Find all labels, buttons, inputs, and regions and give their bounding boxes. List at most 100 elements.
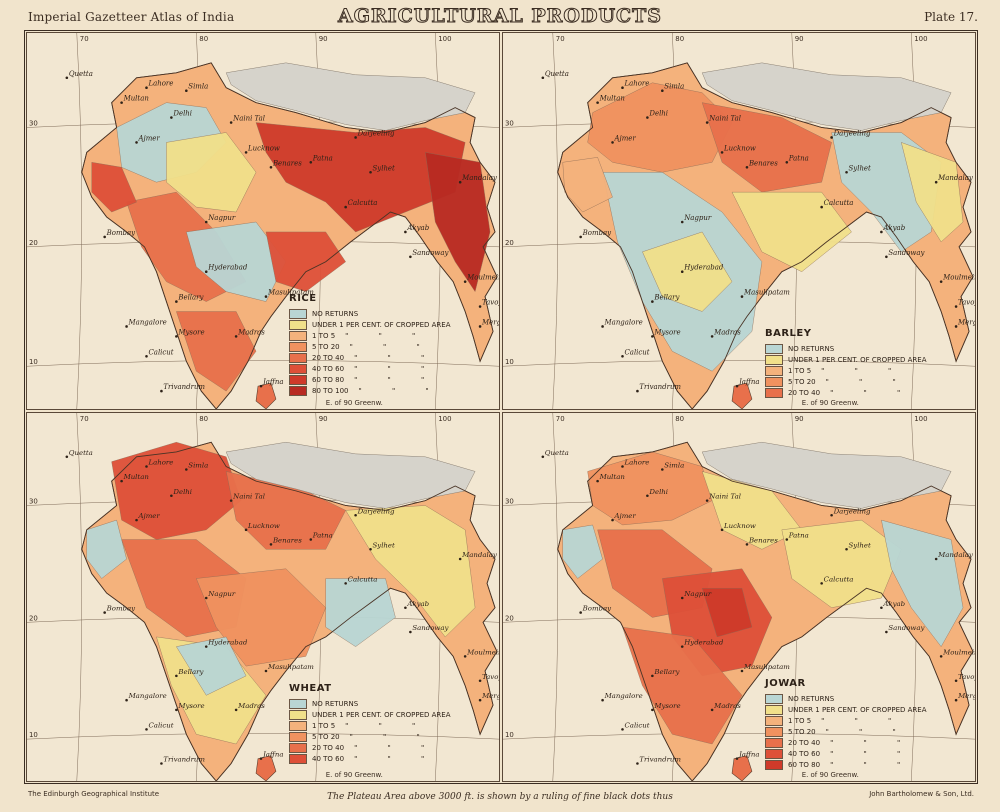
city-marker (651, 708, 654, 712)
legend-swatch (289, 731, 307, 742)
ditto-marks: " " " (830, 749, 915, 758)
place-label-bellary: Bellary (653, 668, 679, 676)
place-label-sandoway: Sandoway (412, 249, 448, 257)
legend-label: 1 TO 5 (312, 721, 336, 730)
place-label-akyab: Akyab (882, 600, 905, 608)
crop-region (587, 82, 733, 173)
legend-row: 20 TO 40 " " " (765, 387, 926, 398)
place-label-moulmein: Moulmein (942, 274, 975, 282)
ditto-marks: " " " (345, 721, 430, 730)
legend-row: 5 TO 20 " " " (289, 341, 450, 352)
city-marker (785, 161, 789, 164)
city-marker (785, 538, 789, 541)
place-label-mandalay: Mandalay (937, 174, 973, 182)
rice-legend: RICE NO RETURNS UNDER 1 PER CENT. OF CROPP… (289, 293, 450, 396)
city-marker (934, 180, 938, 184)
place-label-benares: Benares (748, 537, 778, 545)
city-marker (885, 255, 888, 259)
longitude-tick: 100 (914, 35, 927, 43)
meridian-note: E. of 90 Greenw. (326, 399, 383, 407)
legend-label: 20 TO 40 (788, 738, 821, 747)
wheat-map: Quetta Lahore Multan Simla Delhi Naini Tal Ajm… (27, 413, 499, 781)
place-label-sylhet: Sylhet (373, 541, 396, 549)
city-marker (720, 528, 724, 532)
city-marker (939, 280, 943, 283)
city-marker (259, 757, 263, 760)
place-label-masulipatam: Masulipatam (267, 663, 314, 671)
place-label-lucknow: Lucknow (723, 522, 756, 530)
legend-label: 5 TO 20 (312, 342, 340, 351)
place-label-mandalay: Mandalay (461, 174, 497, 182)
city-marker (954, 325, 958, 328)
legend-swatch (765, 715, 783, 726)
place-label-naini: Naini Tal (232, 115, 265, 123)
latitude-tick: 30 (29, 498, 38, 506)
legend-label: 60 TO 80 (788, 760, 821, 769)
legend-row: 40 TO 60 " " " (289, 363, 450, 374)
plate-title: AGRICULTURAL PRODUCTS (337, 5, 663, 28)
himalaya-plateau (701, 441, 952, 509)
city-marker (369, 548, 372, 551)
place-label-patna: Patna (788, 154, 809, 162)
latitude-tick: 10 (505, 358, 514, 366)
legend-label: UNDER 1 PER CENT. OF CROPPED AREA (788, 355, 927, 364)
city-marker (745, 543, 749, 546)
city-marker (735, 384, 739, 388)
place-label-akyab: Akyab (406, 224, 429, 232)
legend-label: UNDER 1 PER CENT. OF CROPPED AREA (312, 710, 451, 719)
legend-label: 20 TO 40 (788, 388, 821, 397)
longitude-tick: 90 (795, 415, 804, 423)
legend-swatch (765, 693, 783, 704)
place-label-darjeeling: Darjeeling (357, 507, 395, 515)
place-label-multan: Multan (123, 473, 149, 481)
atlas-name: Imperial Gazetteer Atlas of India (28, 10, 235, 24)
place-label-mangalore: Mangalore (128, 692, 167, 700)
city-marker (621, 728, 624, 731)
place-label-mangalore: Mangalore (604, 692, 643, 700)
city-marker (735, 757, 739, 760)
place-label-ajmer: Ajmer (614, 134, 637, 142)
city-marker (596, 101, 599, 104)
engraver-credit: The Edinburgh Geographical Institute (28, 790, 160, 798)
legend-row: 20 TO 40 " " " (289, 742, 450, 753)
city-marker (579, 235, 582, 239)
city-marker (680, 220, 684, 224)
place-label-naini: Naini Tal (708, 115, 741, 123)
legend-swatch (765, 737, 783, 748)
city-marker (264, 295, 268, 298)
place-label-tavoy: Tavoy (958, 299, 975, 307)
longitude-tick: 90 (795, 35, 804, 43)
place-label-moulmein: Moulmein (942, 649, 975, 657)
city-marker (120, 101, 123, 104)
place-label-simla: Simla (188, 462, 208, 470)
crop-region (901, 142, 964, 243)
city-marker (145, 465, 148, 468)
place-label-bellary: Bellary (177, 294, 203, 302)
longitude-tick: 70 (80, 35, 89, 43)
city-marker (65, 455, 69, 459)
place-label-mysore: Mysore (177, 328, 204, 336)
place-label-lahore: Lahore (623, 459, 649, 467)
crop-region (562, 524, 603, 579)
city-marker (478, 679, 482, 682)
place-label-calcutta: Calcutta (824, 575, 854, 583)
legend-label: 60 TO 80 (312, 375, 345, 384)
place-label-trivandrum: Trivandrum (639, 756, 681, 764)
wheat-map-panel: Quetta Lahore Multan Simla Delhi Naini Tal Ajm… (26, 412, 500, 782)
ditto-marks: " " " (349, 732, 434, 741)
city-marker (354, 513, 357, 517)
legend-row: 20 TO 40 " " " (765, 737, 926, 748)
legend-row: UNDER 1 PER CENT. OF CROPPED AREA (765, 354, 926, 365)
legend-swatch (289, 330, 307, 341)
jowar-map-panel: Quetta Lahore Multan Simla Delhi Naini Tal Ajm… (502, 412, 976, 782)
crop-region (881, 519, 964, 648)
longitude-tick: 100 (914, 415, 927, 423)
city-marker (651, 674, 654, 678)
crop-region (325, 578, 396, 647)
latitude-tick: 30 (505, 120, 514, 128)
legend-label: 40 TO 60 (788, 749, 821, 758)
legend-swatch (765, 759, 783, 770)
place-label-trivandrum: Trivandrum (639, 383, 681, 391)
city-marker (705, 499, 709, 502)
place-label-simla: Simla (664, 83, 684, 91)
